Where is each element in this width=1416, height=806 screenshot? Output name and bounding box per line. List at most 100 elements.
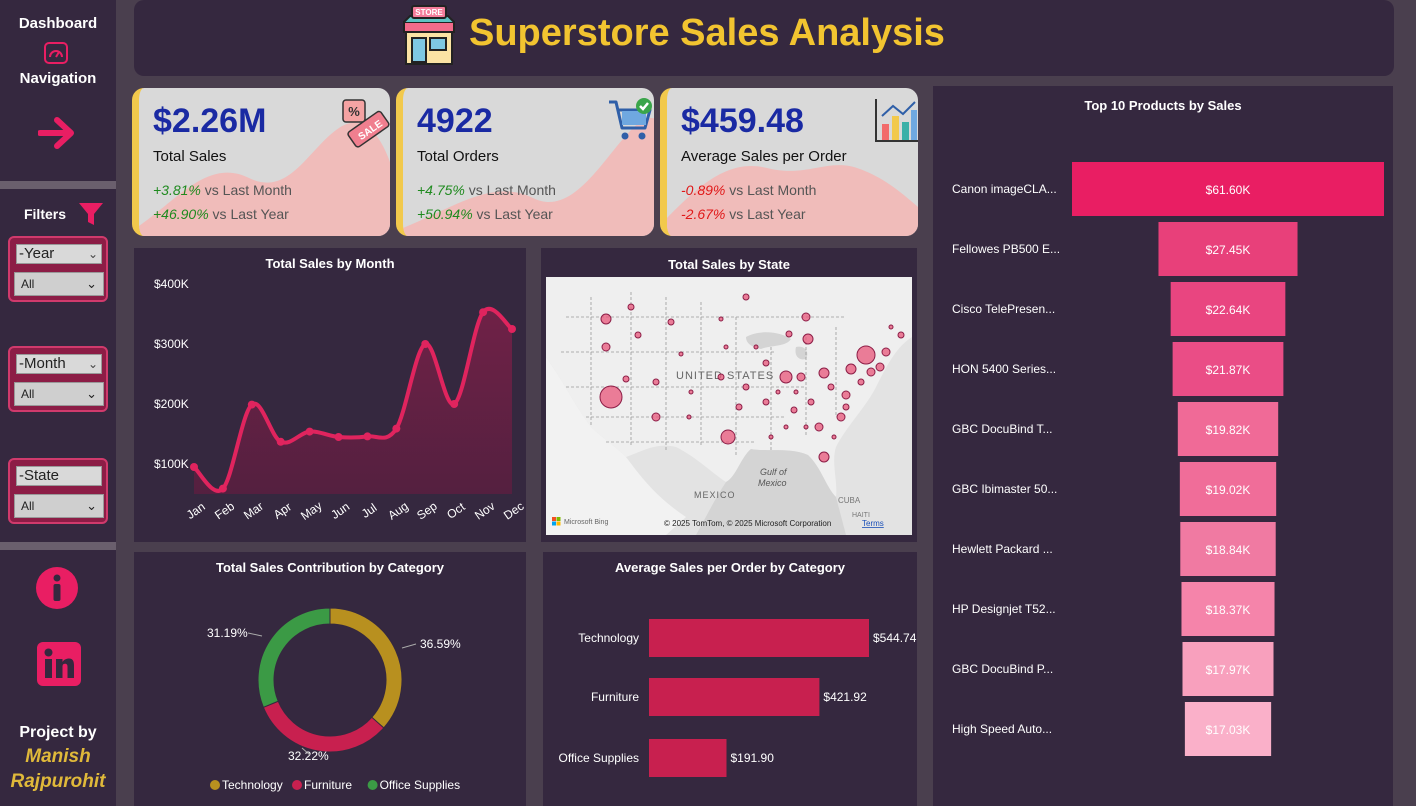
sales-point[interactable] [276, 437, 285, 446]
dashboard-title: Dashboard [18, 15, 98, 32]
kpi-label: Average Sales per Order [681, 148, 847, 165]
month-filter-select[interactable]: All ⌄ [14, 382, 104, 406]
sales-by-month-chart[interactable]: $100K $200K $300K $400K Jan Feb Mar Apr May Jun Ju… [134, 248, 526, 542]
sales-point[interactable] [218, 484, 227, 493]
product-bar[interactable] [1158, 222, 1298, 276]
kpi-mom-row: +3.81% vs Last Month [153, 182, 292, 198]
author-first-name: Manish [25, 746, 91, 767]
y-tick-label: $200K [154, 397, 189, 411]
sales-point[interactable] [247, 400, 256, 409]
sales-point[interactable] [363, 432, 372, 441]
product-bar[interactable] [1170, 282, 1286, 336]
y-tick-label: $300K [154, 337, 189, 351]
product-value-label: $17.97K [1206, 663, 1251, 677]
state-filter-select[interactable]: All ⌄ [14, 494, 104, 518]
month-filter-label-text: -Month [19, 355, 66, 372]
map-terms-link[interactable]: Terms [862, 519, 884, 528]
product-label: Cisco TelePresen... [952, 302, 1055, 316]
sales-map[interactable]: UNITED STATES Gulf of Mexico MEXICO CUBA … [546, 277, 912, 535]
kpi-mom-text: vs Last Month [200, 182, 292, 198]
product-bar[interactable] [1172, 342, 1284, 396]
x-tick-label: Aug [385, 499, 411, 523]
leader-line [247, 632, 263, 637]
avg-sales-bar-chart[interactable]: Technology $544.74 Furniture $421.92 Office … [543, 552, 917, 806]
product-value-label: $27.45K [1206, 243, 1251, 257]
product-bar[interactable] [1182, 642, 1274, 696]
x-tick-label: Nov [472, 499, 498, 523]
category-bar[interactable] [649, 678, 820, 716]
product-label: Canon imageCLA... [952, 182, 1057, 196]
kpi-mom-row: -0.89% vs Last Month [681, 182, 816, 198]
product-label: Hewlett Packard ... [952, 542, 1053, 556]
sales-point[interactable] [190, 463, 198, 471]
x-tick-label: Jun [328, 499, 352, 522]
product-bar[interactable] [1177, 402, 1279, 456]
product-label: GBC DocuBind P... [952, 662, 1053, 676]
donut-data-label: 32.22% [288, 749, 329, 763]
arrow-right-icon[interactable] [38, 116, 76, 150]
product-label: HP Designjet T52... [952, 602, 1056, 616]
year-filter-select[interactable]: All ⌄ [14, 272, 104, 296]
sidebar-divider [0, 542, 116, 550]
donut-slice-office-supplies[interactable] [257, 607, 331, 708]
map-haiti-label: HAITI [852, 512, 870, 519]
product-bar[interactable] [1180, 522, 1276, 576]
product-bar[interactable] [1181, 582, 1275, 636]
state-filter[interactable]: -State All ⌄ [8, 458, 108, 524]
sales-point[interactable] [334, 433, 343, 441]
category-contribution-panel: Total Sales Contribution by Category 36.… [134, 552, 526, 806]
svg-text:%: % [348, 104, 360, 119]
x-tick-label: Dec [501, 499, 526, 523]
linkedin-icon[interactable] [37, 642, 81, 686]
donut-slice-furniture[interactable] [262, 700, 385, 753]
category-donut-chart[interactable]: 36.59% 32.22% 31.19% Technology Furniture Off… [134, 552, 526, 806]
product-label: Fellowes PB500 E... [952, 242, 1060, 256]
sales-point[interactable] [508, 325, 516, 333]
legend-swatch [292, 780, 302, 790]
info-icon[interactable] [35, 566, 79, 610]
donut-slice-technology[interactable] [329, 607, 403, 729]
product-bar[interactable] [1184, 702, 1272, 756]
kpi-mom-text: vs Last Month [725, 182, 817, 198]
filters-label: Filters [23, 206, 66, 222]
year-filter[interactable]: -Year ⌄ All ⌄ [8, 236, 108, 302]
dashboard-icon[interactable] [44, 42, 68, 64]
y-tick-label: $400K [154, 277, 189, 291]
category-label: Office Supplies [559, 751, 640, 765]
map-cuba-label: CUBA [838, 496, 861, 505]
product-value-label: $61.60K [1206, 183, 1251, 197]
kpi-mom-pct: -0.89% [681, 182, 726, 198]
product-bar[interactable] [1072, 162, 1384, 216]
sales-point[interactable] [479, 308, 488, 317]
product-value-label: $18.37K [1206, 603, 1251, 617]
legend-label: Furniture [304, 778, 352, 792]
sales-area [194, 308, 512, 494]
month-filter[interactable]: -Month ⌄ All ⌄ [8, 346, 108, 412]
sales-point[interactable] [392, 424, 401, 433]
sales-point[interactable] [421, 340, 430, 348]
x-tick-label: Jan [184, 499, 208, 522]
sales-point[interactable] [305, 427, 314, 436]
chart-title: Total Sales by State [668, 257, 790, 272]
state-filter-value: All [21, 499, 35, 513]
donut-data-label: 36.59% [420, 637, 461, 651]
legend-label: Technology [222, 778, 283, 792]
kpi-mom-text: vs Last Month [464, 182, 556, 198]
navigation-title: Navigation [19, 70, 97, 87]
sidebar: Dashboard Navigation Filters -Year ⌄ All ⌄… [0, 0, 116, 806]
sales-point[interactable] [450, 400, 459, 408]
product-bar[interactable] [1179, 462, 1277, 516]
filter-icon[interactable] [78, 202, 104, 226]
sale-tag-icon: % SALE [342, 99, 390, 148]
leader-line [301, 747, 311, 756]
bar-value-label: $544.74 [873, 631, 917, 645]
top-products-funnel-chart[interactable]: Canon imageCLA... $61.60K Fellowes PB500 E… [933, 86, 1393, 806]
kpi-mom-pct: +4.75% [417, 182, 465, 198]
x-tick-label: Oct [444, 499, 468, 522]
sidebar-divider [0, 181, 116, 189]
month-filter-label: -Month ⌄ [16, 354, 102, 374]
kpi-yoy-text: vs Last Year [208, 206, 289, 222]
category-bar[interactable] [649, 619, 869, 657]
product-value-label: $22.64K [1206, 303, 1251, 317]
category-bar[interactable] [649, 739, 727, 777]
